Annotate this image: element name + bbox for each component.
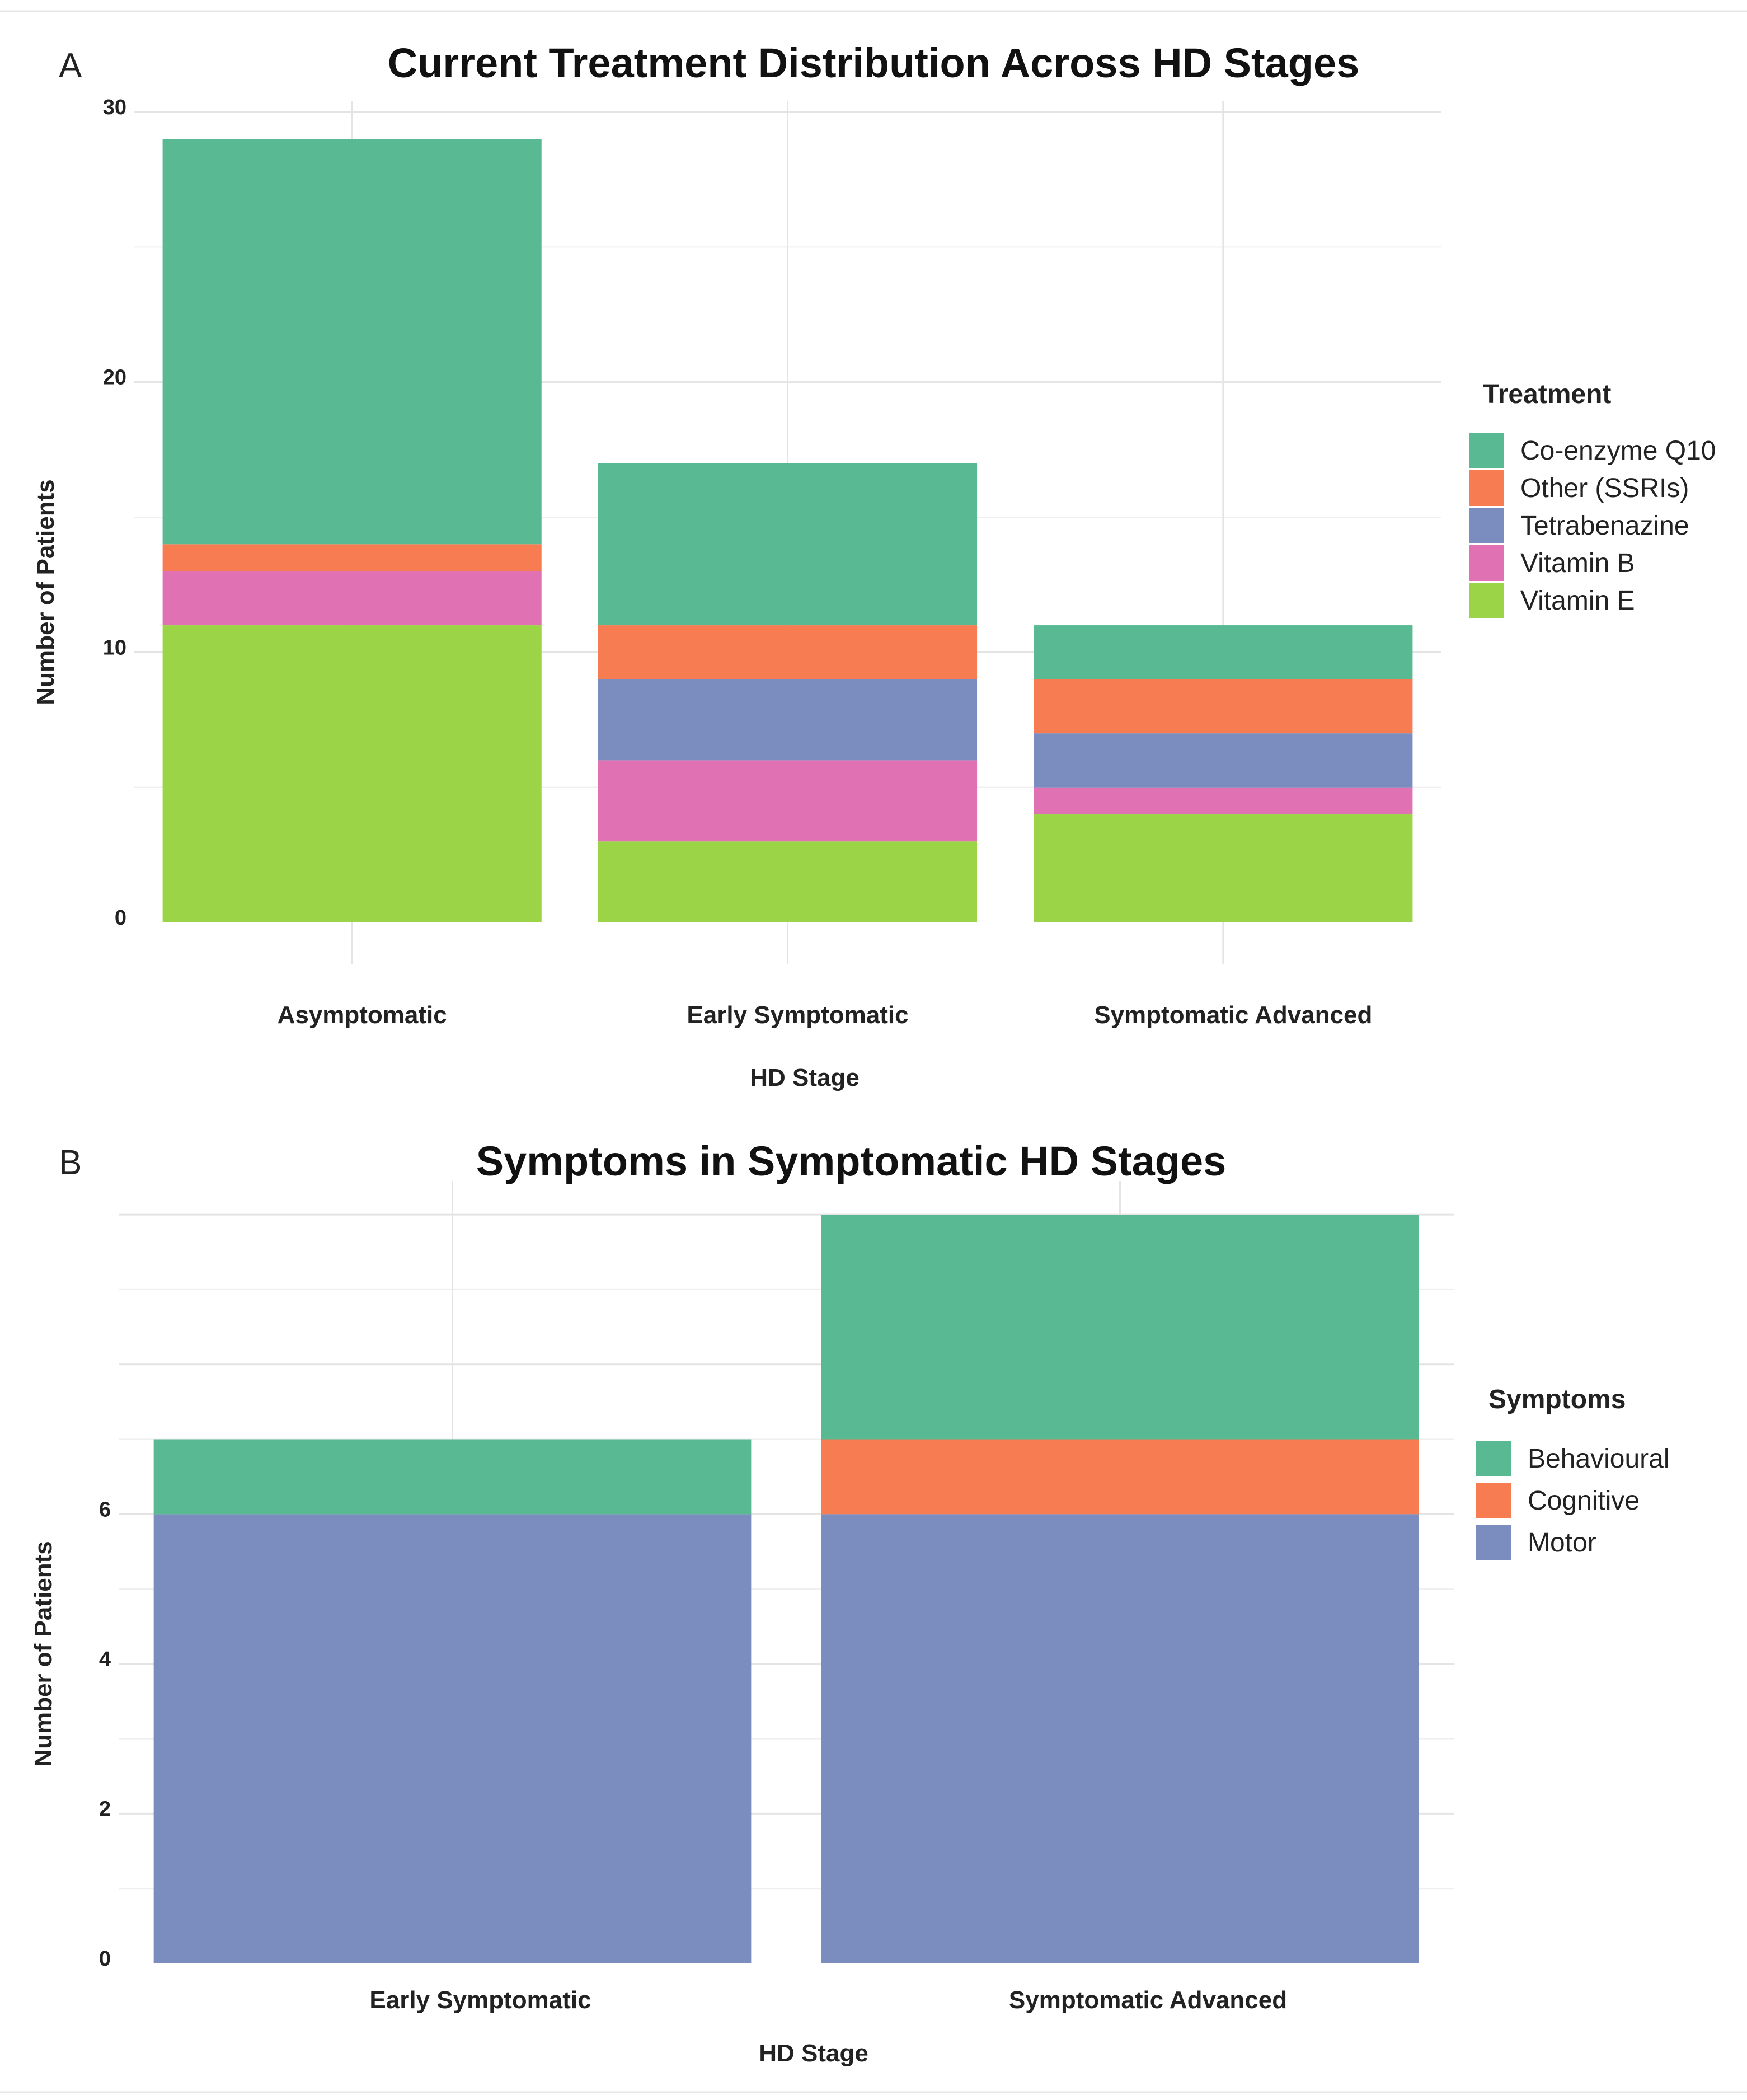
legend-swatch-behavioural xyxy=(1476,1441,1511,1476)
legend-title-a: Treatment xyxy=(1483,379,1611,409)
legend-swatch-motor xyxy=(1476,1525,1511,1560)
x-axis-title-a: HD Stage xyxy=(750,1064,860,1091)
legend-swatch-other-ssris xyxy=(1469,470,1504,506)
y-tick-label: 6 xyxy=(99,1498,111,1521)
chart-title-a: Current Treatment Distribution Across HD… xyxy=(388,40,1360,86)
legend-label-other-ssris: Other (SSRIs) xyxy=(1520,474,1689,503)
bar-segment-vitamin-e-early-symptomatic xyxy=(598,841,978,922)
y-tick-label: 0 xyxy=(115,906,126,930)
y-tick-label: 20 xyxy=(103,366,126,390)
x-axis-title-b: HD Stage xyxy=(759,2040,868,2067)
bar-segment-co-enzyme-q10-asymptomatic xyxy=(162,139,542,545)
x-category-label: Early Symptomatic xyxy=(369,1986,591,2014)
bar-segment-vitamin-b-symptomatic-advanced xyxy=(1034,787,1413,814)
bar-segment-behavioural-symptomatic-advanced xyxy=(821,1215,1419,1440)
x-category-label: Asymptomatic xyxy=(278,1001,447,1029)
y-tick-label: 30 xyxy=(103,96,126,119)
x-category-label: Symptomatic Advanced xyxy=(1009,1986,1287,2014)
legend-a: Co-enzyme Q10 Other (SSRIs) Tetrabenazine V… xyxy=(1469,433,1716,618)
bar-segment-tetrabenazine-early-symptomatic xyxy=(598,679,978,761)
bar-segment-cognitive-symptomatic-advanced xyxy=(821,1439,1419,1515)
legend-label-vitamin-e: Vitamin E xyxy=(1520,586,1635,616)
legend-label-motor: Motor xyxy=(1528,1528,1596,1558)
legend-label-tetrabenazine: Tetrabenazine xyxy=(1520,511,1689,541)
legend-label-vitamin-b: Vitamin B xyxy=(1520,549,1635,578)
panel-label-b: B xyxy=(59,1143,82,1182)
legend-swatch-vitamin-b xyxy=(1469,545,1504,581)
x-category-label: Symptomatic Advanced xyxy=(1094,1001,1372,1029)
legend-swatch-cognitive xyxy=(1476,1483,1511,1518)
chart-panel-b: B Symptoms in Symptomatic HD Stages 0 2 4 6… xyxy=(30,1138,1670,2067)
panel-label-a: A xyxy=(59,46,82,85)
bar-segment-co-enzyme-q10-symptomatic-advanced xyxy=(1034,625,1413,679)
bar-segment-other-ssris-asymptomatic xyxy=(162,544,542,571)
bars-a xyxy=(162,139,1413,922)
chart-panel-a: A Current Treatment Distribution Across … xyxy=(32,40,1716,1091)
legend-label-co-enzyme-q10: Co-enzyme Q10 xyxy=(1520,436,1716,466)
bar-segment-tetrabenazine-symptomatic-advanced xyxy=(1034,733,1413,787)
x-category-label: Early Symptomatic xyxy=(687,1001,908,1029)
bar-segment-vitamin-b-asymptomatic xyxy=(162,571,542,626)
legend-label-behavioural: Behavioural xyxy=(1528,1444,1670,1474)
chart-title-b: Symptoms in Symptomatic HD Stages xyxy=(476,1138,1227,1184)
y-tick-label: 10 xyxy=(103,636,126,659)
y-tick-label: 2 xyxy=(99,1797,111,1821)
legend-b: Behavioural Cognitive Motor xyxy=(1476,1441,1670,1560)
bar-segment-behavioural-early-symptomatic xyxy=(153,1439,752,1515)
bar-segment-co-enzyme-q10-early-symptomatic xyxy=(598,463,978,626)
y-tick-label: 0 xyxy=(99,1947,111,1971)
bar-segment-other-ssris-symptomatic-advanced xyxy=(1034,679,1413,734)
bar-segment-motor-early-symptomatic xyxy=(153,1514,752,1963)
x-categories-a: Asymptomatic Early Symptomatic Symptomatic… xyxy=(278,1001,1373,1029)
legend-swatch-tetrabenazine xyxy=(1469,508,1504,543)
bar-segment-motor-symptomatic-advanced xyxy=(821,1514,1419,1963)
y-tick-label: 4 xyxy=(99,1648,111,1671)
x-categories-b: Early Symptomatic Symptomatic Advanced xyxy=(369,1986,1287,2014)
y-ticks-a: 0 10 20 30 xyxy=(103,96,126,930)
legend-swatch-vitamin-e xyxy=(1469,583,1504,618)
bar-segment-other-ssris-early-symptomatic xyxy=(598,625,978,679)
bar-segment-vitamin-e-symptomatic-advanced xyxy=(1034,814,1413,922)
legend-swatch-co-enzyme-q10 xyxy=(1469,433,1504,468)
bars-b xyxy=(153,1215,1419,1963)
legend-title-b: Symptoms xyxy=(1488,1385,1626,1414)
legend-label-cognitive: Cognitive xyxy=(1528,1486,1640,1516)
y-axis-title-b: Number of Patients xyxy=(30,1541,57,1766)
y-axis-title-a: Number of Patients xyxy=(32,479,59,705)
y-ticks-b: 0 2 4 6 xyxy=(99,1498,111,1971)
bar-segment-vitamin-b-early-symptomatic xyxy=(598,760,978,842)
bar-segment-vitamin-e-asymptomatic xyxy=(162,625,542,922)
